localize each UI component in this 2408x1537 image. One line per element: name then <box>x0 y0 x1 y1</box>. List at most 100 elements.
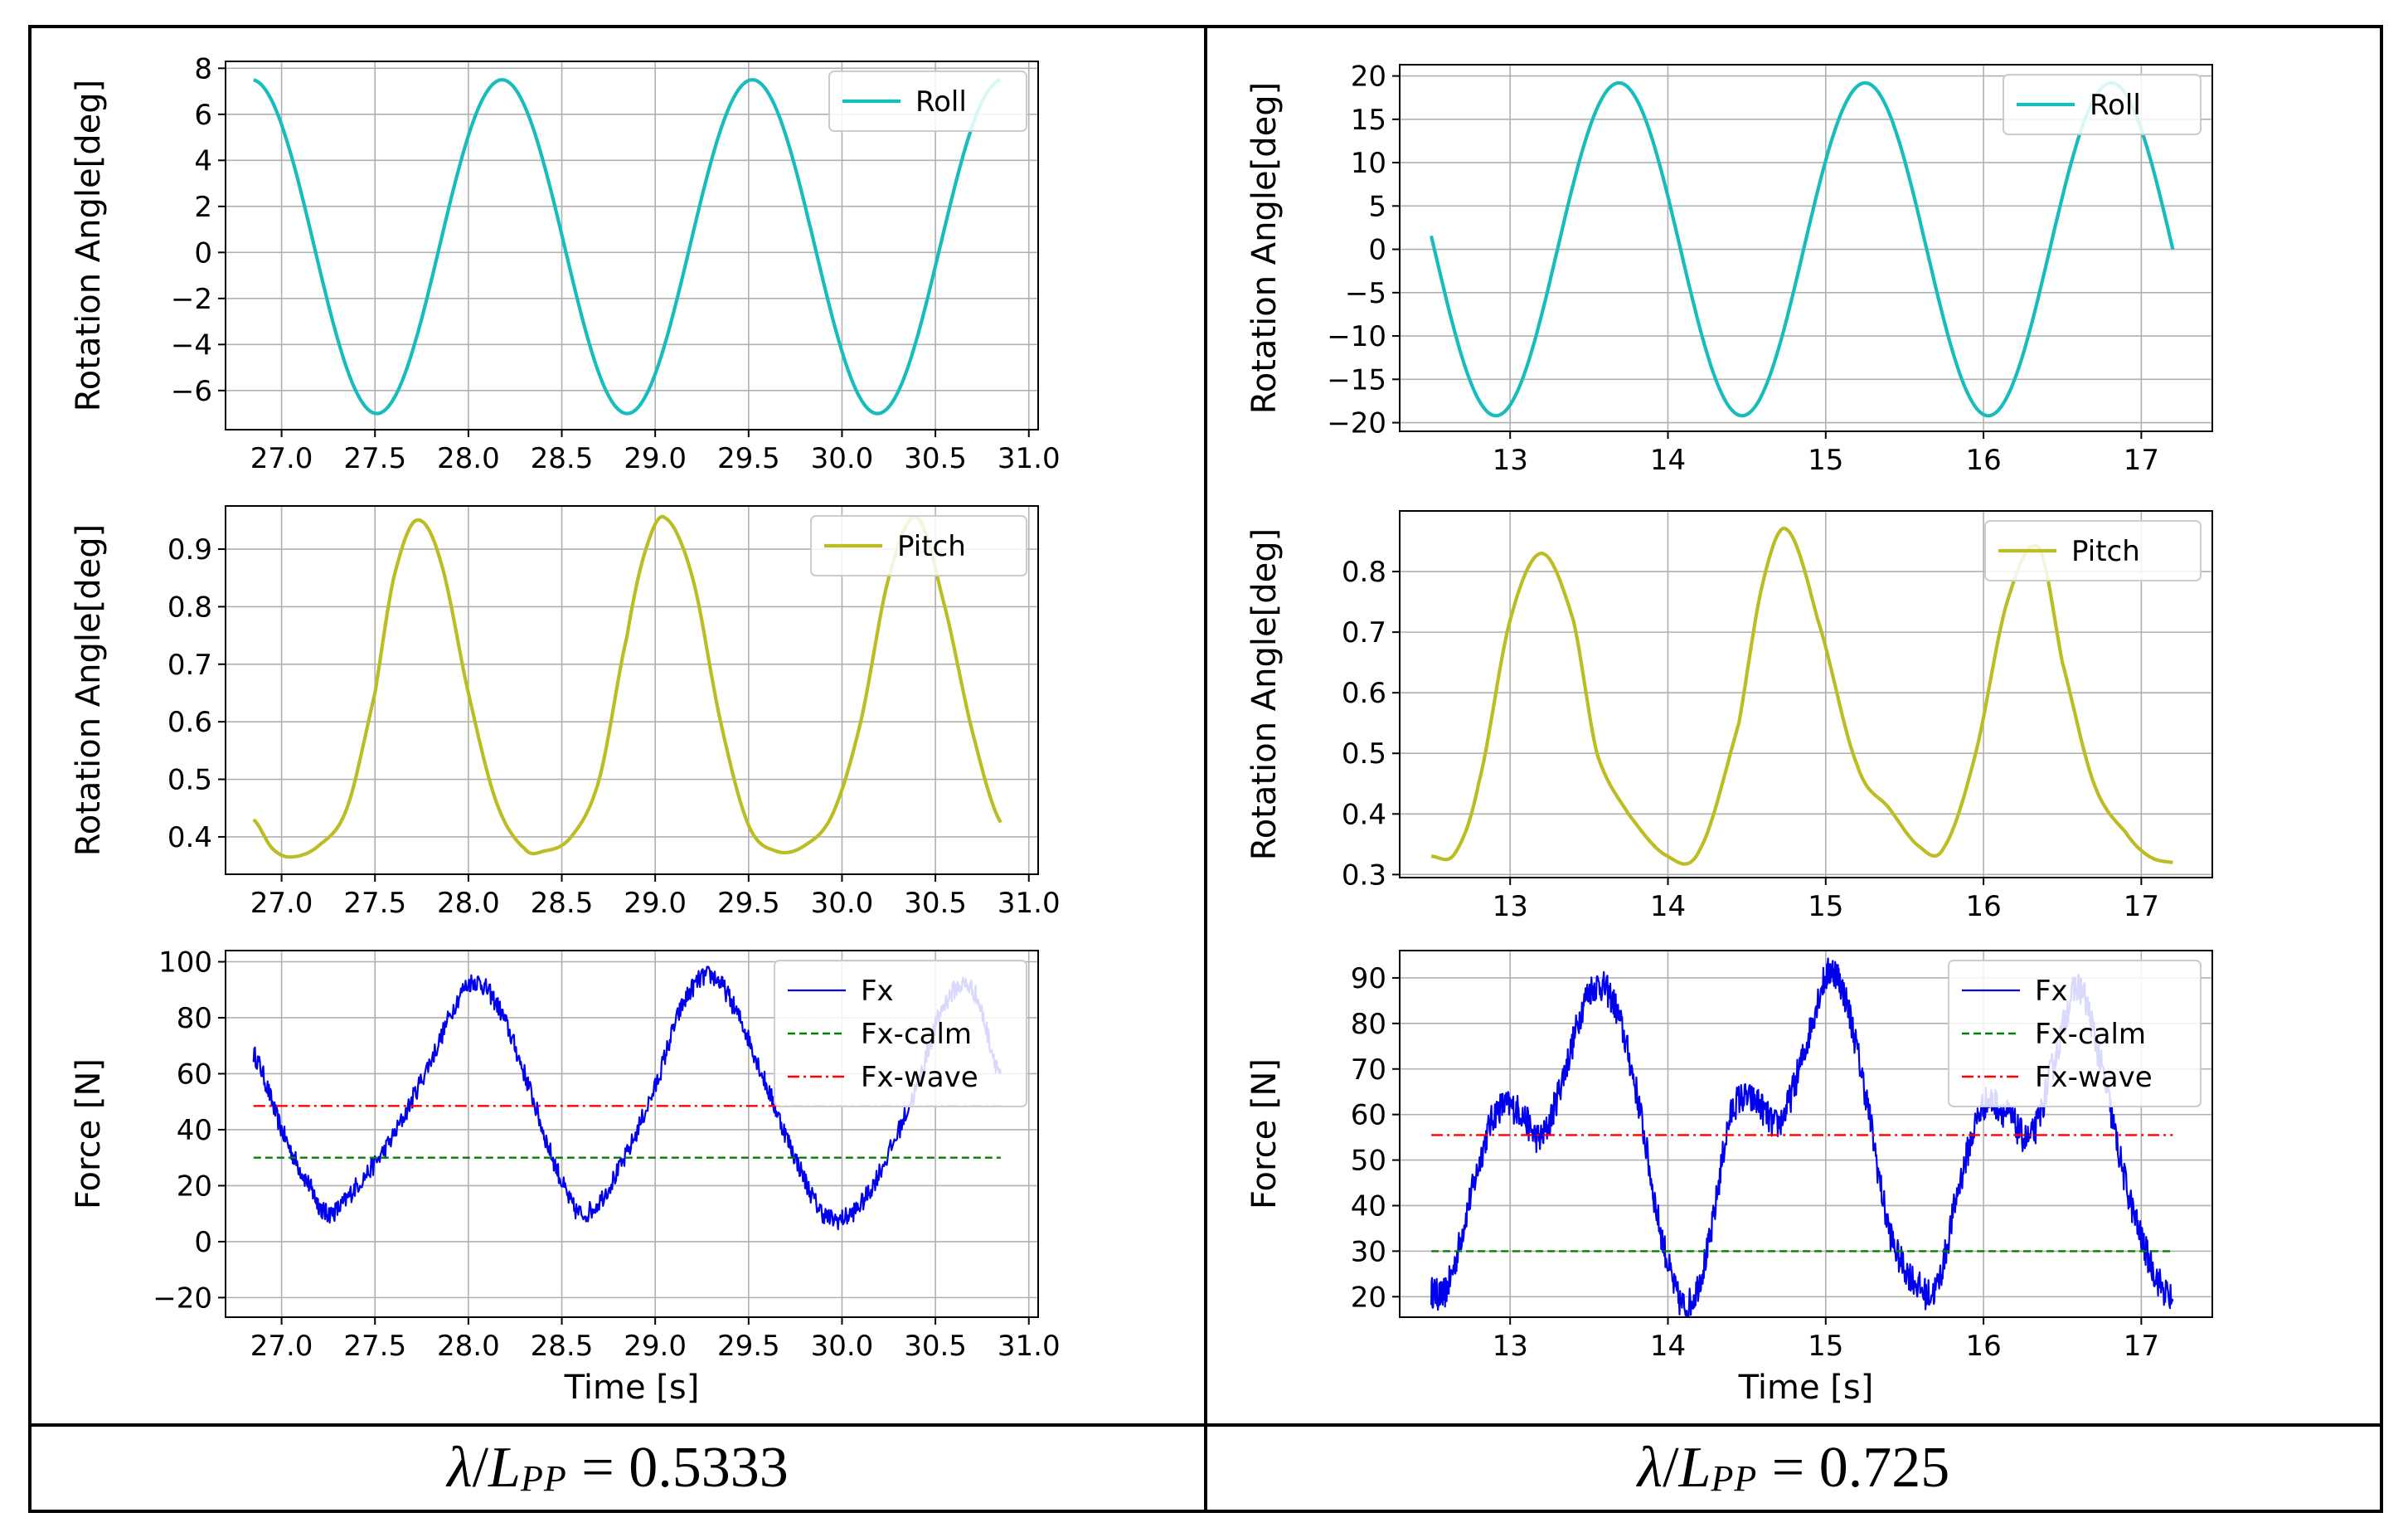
x-tick-label-2: 28.0 <box>437 887 500 920</box>
series-line-roll <box>253 78 1002 416</box>
x-tick-label-3: 28.5 <box>531 1330 594 1363</box>
x-tick-label-6: 30.0 <box>811 442 874 475</box>
y-tick-label-5: 4 <box>194 144 212 178</box>
y-tick-label-0: 0.4 <box>167 821 212 854</box>
y-tick-label-4: 0.7 <box>1342 616 1386 649</box>
x-tick-label-3: 16 <box>1965 444 2001 477</box>
y-tick-label-1: 0.4 <box>1342 798 1386 831</box>
x-tick-label-0: 27.0 <box>250 442 313 475</box>
legend-label-pitch: Pitch <box>897 530 966 563</box>
x-tick-label-7: 30.5 <box>904 887 967 920</box>
legend-label-fx-calm: Fx-calm <box>861 1018 972 1051</box>
x-tick-label-3: 16 <box>1965 890 2001 923</box>
x-tick-label-5: 29.5 <box>717 442 780 475</box>
x-tick-label-4: 29.0 <box>624 1330 687 1363</box>
x-tick-label-7: 30.5 <box>904 1330 967 1363</box>
legend-label-fx: Fx <box>2035 975 2068 1008</box>
x-tick-label-1: 14 <box>1650 890 1686 923</box>
x-tick-label-0: 13 <box>1493 1330 1528 1363</box>
x-tick-label-2: 15 <box>1808 444 1843 477</box>
y-tick-label-2: −2 <box>171 283 212 316</box>
y-tick-label-3: 0 <box>194 236 212 270</box>
x-tick-label-4: 29.0 <box>624 442 687 475</box>
legend: Pitch <box>810 515 1027 576</box>
legend: Roll <box>828 71 1027 132</box>
plot-frame <box>1399 950 2213 1318</box>
y-tick-label-1: 0.5 <box>167 764 212 797</box>
chart-p1-c0: 13 14 15 16 17 −20 −15 −10 −5 0 5 10 15 20 Rotation An… <box>1245 61 2213 477</box>
y-tick-label-1: −4 <box>171 328 212 362</box>
x-tick-label-1: 27.5 <box>343 887 406 920</box>
y-axis-label: Rotation Angle[deg] <box>1245 82 1284 414</box>
y-tick-label-5: 0.8 <box>1342 556 1386 589</box>
chart-p1-c1: 13 14 15 16 17 0.3 0.4 0.5 0.6 0.7 0.8 Rotation Ang… <box>1245 510 2213 923</box>
y-tick-label-2: 40 <box>1351 1189 1386 1223</box>
y-tick-label-0: 0.3 <box>1342 858 1386 892</box>
legend-box <box>810 515 1027 576</box>
x-tick-label-0: 27.0 <box>250 1330 313 1363</box>
legend-label-pitch: Pitch <box>2071 535 2140 568</box>
x-tick-label-7: 30.5 <box>904 442 967 475</box>
chart-p0-c1: 27.0 27.5 28.0 28.5 29.0 29.5 30.0 30.5 31.0 0.4 0… <box>70 505 1061 920</box>
plot-frame <box>1399 64 2213 432</box>
x-tick-label-2: 15 <box>1808 890 1843 923</box>
legend-box <box>2003 74 2202 135</box>
legend-label-fx-calm: Fx-calm <box>2035 1018 2146 1051</box>
y-tick-label-3: 0.6 <box>1342 677 1386 710</box>
y-axis-label: Rotation Angle[deg] <box>70 80 108 411</box>
x-tick-label-4: 17 <box>2124 890 2159 923</box>
series-line-pitch <box>252 514 1003 859</box>
plot-frame <box>1399 510 2213 878</box>
x-tick-label-3: 28.5 <box>531 442 594 475</box>
y-axis-label: Rotation Angle[deg] <box>70 524 108 856</box>
y-tick-label-3: 0.7 <box>167 649 212 682</box>
y-tick-label-6: 6 <box>194 99 212 132</box>
y-tick-label-5: 80 <box>177 1002 212 1035</box>
y-tick-label-5: 5 <box>1368 190 1386 223</box>
y-tick-label-4: 60 <box>1351 1099 1386 1132</box>
x-tick-label-6: 30.0 <box>811 1330 874 1363</box>
x-tick-label-8: 31.0 <box>998 887 1061 920</box>
x-tick-label-3: 28.5 <box>531 887 594 920</box>
chart-p0-c0: 27.0 27.5 28.0 28.5 29.0 29.5 30.0 30.5 31.0 −6 −4… <box>70 52 1061 475</box>
caption-left: λ / L PP = 0.5333 <box>32 1427 1204 1510</box>
y-tick-label-4: 2 <box>194 191 212 224</box>
legend-box <box>1984 520 2202 581</box>
y-tick-label-4: 0 <box>1368 234 1386 267</box>
x-tick-label-8: 31.0 <box>998 1330 1061 1363</box>
plot-frame <box>225 950 1039 1318</box>
series-line-fx <box>252 965 1002 1231</box>
caption-left-sub: PP <box>520 1457 567 1499</box>
table-frame <box>28 25 2383 1513</box>
x-tick-label-1: 27.5 <box>343 1330 406 1363</box>
legend: Fx Fx-calm Fx-wave <box>774 960 1027 1107</box>
y-axis-label: Rotation Angle[deg] <box>1245 528 1284 860</box>
x-tick-label-0: 27.0 <box>250 887 313 920</box>
y-tick-label-0: −20 <box>1327 407 1386 440</box>
legend: Fx Fx-calm Fx-wave <box>1948 960 2202 1107</box>
legend-label-fx: Fx <box>861 975 894 1008</box>
y-tick-label-0: 20 <box>1351 1281 1386 1314</box>
caption-right-slash: / <box>1663 1436 1679 1500</box>
y-tick-label-8: 20 <box>1351 61 1386 94</box>
legend: Pitch <box>1984 520 2202 581</box>
x-tick-label-3: 16 <box>1965 1330 2001 1363</box>
caption-right-eq: = <box>1757 1436 1819 1500</box>
y-tick-label-3: 50 <box>1351 1145 1386 1178</box>
caption-right-value: 0.725 <box>1818 1436 1950 1500</box>
y-axis-label: Force [N] <box>70 1058 108 1209</box>
y-tick-label-2: 0.5 <box>1342 737 1386 771</box>
y-tick-label-4: 60 <box>177 1058 212 1091</box>
x-tick-label-1: 27.5 <box>343 442 406 475</box>
y-tick-label-2: 20 <box>177 1170 212 1203</box>
y-tick-label-3: −5 <box>1345 277 1386 310</box>
y-tick-label-7: 8 <box>194 52 212 85</box>
caption-right-sub: PP <box>1711 1457 1758 1499</box>
x-tick-label-2: 28.0 <box>437 442 500 475</box>
caption-right-L: L <box>1678 1436 1711 1500</box>
y-tick-label-6: 80 <box>1351 1008 1386 1041</box>
x-tick-label-4: 17 <box>2124 1330 2159 1363</box>
y-tick-label-7: 90 <box>1351 962 1386 995</box>
